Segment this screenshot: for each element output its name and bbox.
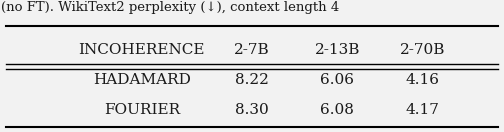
- Text: 8.30: 8.30: [235, 103, 269, 117]
- Text: HADAMARD: HADAMARD: [93, 73, 191, 87]
- Text: 4.17: 4.17: [406, 103, 439, 117]
- Text: FOURIER: FOURIER: [104, 103, 180, 117]
- Text: 2-7B: 2-7B: [234, 43, 270, 57]
- Text: INCOHERENCE: INCOHERENCE: [79, 43, 205, 57]
- Text: 2-13B: 2-13B: [314, 43, 360, 57]
- Text: (no FT). WikiText2 perplexity (↓), context length 4: (no FT). WikiText2 perplexity (↓), conte…: [2, 1, 340, 14]
- Text: 4.16: 4.16: [405, 73, 439, 87]
- Text: 6.06: 6.06: [320, 73, 354, 87]
- Text: 6.08: 6.08: [320, 103, 354, 117]
- Text: 2-70B: 2-70B: [400, 43, 445, 57]
- Text: 8.22: 8.22: [235, 73, 269, 87]
